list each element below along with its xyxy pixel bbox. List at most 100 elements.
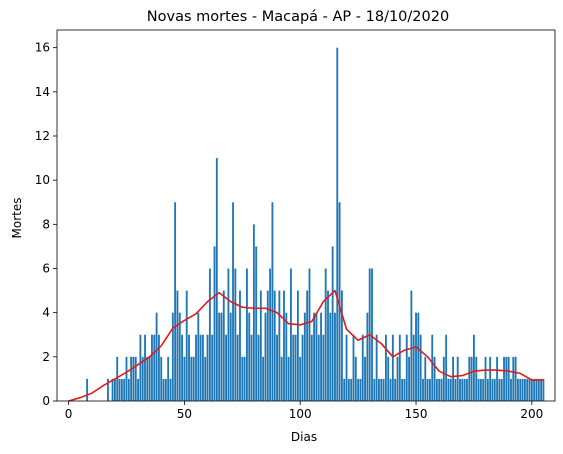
bar (86, 378, 89, 401)
bar (428, 378, 431, 401)
bar (164, 378, 167, 401)
bar (222, 290, 225, 401)
bar (422, 378, 424, 401)
bar (137, 378, 139, 401)
bar (401, 378, 404, 401)
bar (211, 334, 214, 401)
bar (125, 356, 128, 401)
bar (167, 356, 170, 401)
bar (473, 334, 475, 401)
bar (208, 268, 211, 401)
bar-series (86, 47, 545, 402)
x-tick-label: 200 (520, 407, 543, 421)
bar (324, 268, 327, 401)
bar (116, 356, 119, 401)
bar (540, 378, 543, 401)
bar (447, 378, 450, 401)
bar (352, 334, 355, 401)
plot-frame (56, 29, 556, 402)
bar (329, 312, 332, 401)
bar (248, 312, 251, 401)
bar (477, 378, 480, 401)
bar (340, 290, 343, 401)
bar (157, 334, 160, 401)
bar (486, 378, 489, 401)
bar (183, 356, 186, 401)
bar (514, 356, 517, 401)
bar (479, 378, 482, 401)
bar (273, 290, 276, 401)
bar (503, 356, 505, 401)
bar (215, 158, 218, 401)
bar (535, 378, 538, 401)
bar (343, 378, 346, 401)
bar (366, 312, 369, 401)
y-tick-label: 14 (35, 85, 50, 99)
bar (371, 268, 373, 401)
bar (218, 312, 221, 401)
bar (262, 356, 265, 401)
bar (306, 290, 309, 401)
bar (111, 378, 114, 401)
bar (334, 312, 336, 401)
bar (213, 246, 216, 401)
bar (470, 356, 473, 401)
bar (408, 356, 410, 401)
bar (403, 378, 406, 401)
bar (241, 356, 244, 401)
x-tick-label: 50 (177, 407, 192, 421)
bar (292, 334, 295, 401)
bar (500, 378, 503, 401)
bar (204, 356, 207, 401)
bar (387, 356, 390, 401)
y-tick-label: 16 (35, 41, 50, 55)
bar (141, 356, 144, 401)
bar (496, 356, 499, 401)
bar (466, 378, 468, 401)
trend-series (68, 289, 544, 402)
bar (206, 334, 209, 401)
bar (266, 290, 269, 401)
bar (528, 378, 531, 401)
bar (227, 268, 230, 401)
bar (301, 334, 304, 401)
bar (456, 356, 459, 401)
bar (338, 202, 341, 401)
bar (197, 312, 200, 401)
bar (271, 202, 274, 401)
bar (405, 334, 408, 401)
bar (315, 312, 318, 401)
bar (308, 268, 311, 401)
bar (107, 378, 109, 401)
y-tick-label: 0 (42, 394, 50, 408)
bar (280, 356, 283, 401)
bar (468, 356, 471, 401)
bar (276, 334, 278, 401)
bar (380, 378, 383, 401)
bar (442, 356, 445, 401)
bar (417, 312, 420, 401)
y-tick-label: 4 (42, 306, 50, 320)
bar (419, 334, 422, 401)
bar (424, 356, 427, 401)
bar (299, 356, 302, 401)
bar (493, 378, 496, 401)
bar (530, 378, 533, 401)
bar (234, 268, 237, 401)
bar (202, 334, 204, 401)
bar (440, 378, 443, 401)
bar (512, 356, 515, 401)
bar (412, 334, 415, 401)
chart-title: Novas mortes - Macapá - AP - 18/10/2020 (147, 9, 449, 25)
bar (505, 356, 508, 401)
bar (239, 290, 241, 401)
bar (294, 334, 297, 401)
bar (259, 290, 262, 401)
bar (178, 312, 181, 401)
bar (510, 378, 512, 401)
bar (190, 356, 193, 401)
bar (185, 290, 188, 401)
x-tick-label: 150 (405, 407, 428, 421)
bar (354, 356, 357, 401)
bar (285, 312, 288, 401)
